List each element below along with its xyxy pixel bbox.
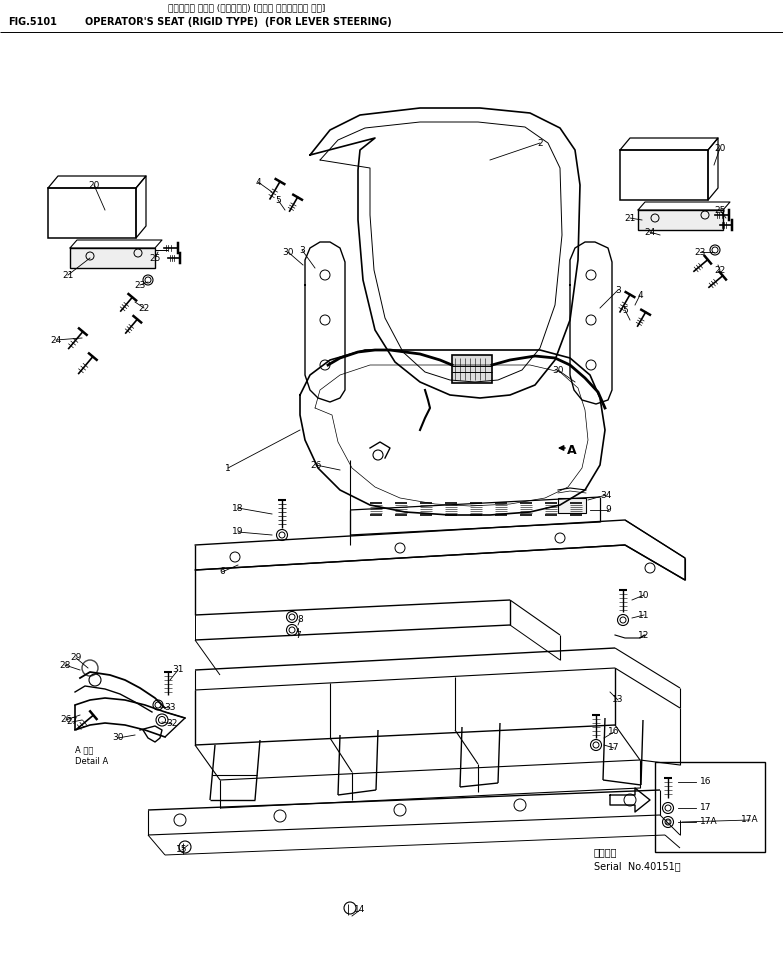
Text: 30: 30 [282,248,294,256]
Text: 25: 25 [714,206,726,214]
Text: 27: 27 [67,718,78,727]
Text: 22: 22 [139,303,150,313]
Text: Detail A: Detail A [75,757,108,767]
Text: 29: 29 [70,654,81,663]
Text: 17: 17 [608,744,620,752]
Text: 33: 33 [164,704,175,712]
Bar [655,762,765,852]
Text: 23: 23 [135,280,146,290]
Text: 20: 20 [714,143,726,153]
Text: 15: 15 [176,845,188,855]
Text: 31: 31 [172,665,184,675]
Text: 17A: 17A [742,815,759,824]
Text: A: A [567,444,576,457]
Text: 5: 5 [622,306,628,315]
Text: FIG.5101: FIG.5101 [8,17,57,27]
Text: 4: 4 [637,291,643,299]
Text: 適用号機: 適用号機 [594,847,618,857]
Text: OPERATOR'S SEAT (RIGID TYPE)  (FOR LEVER STEERING): OPERATOR'S SEAT (RIGID TYPE) (FOR LEVER … [85,17,392,27]
Text: 3: 3 [299,246,305,254]
Text: 26: 26 [60,715,72,725]
Text: 24: 24 [644,228,655,236]
Text: 19: 19 [233,528,244,536]
Text: 32: 32 [166,720,178,728]
Text: 24: 24 [50,336,62,344]
Text: 22: 22 [714,266,726,274]
Text: 20: 20 [88,181,99,189]
Text: 8: 8 [297,616,303,624]
Bar [558,498,586,513]
Text: 4: 4 [255,178,261,186]
Text: 17A: 17A [700,817,718,827]
Text: 23: 23 [695,248,705,256]
Text: 1: 1 [226,464,231,472]
Text: 17: 17 [700,803,712,813]
Text: 34: 34 [601,490,612,499]
Text: 26: 26 [310,461,322,469]
Text: 5: 5 [275,195,281,205]
Bar [48,188,136,238]
Bar [638,210,723,230]
Text: 30: 30 [552,365,564,375]
Text: 14: 14 [355,905,366,915]
Text: 21: 21 [63,271,74,279]
Text: 30: 30 [112,733,124,743]
Text: 18: 18 [233,504,244,512]
Text: 28: 28 [60,661,70,669]
Bar [70,248,155,268]
Text: 16: 16 [608,728,620,736]
Text: 16: 16 [700,777,712,787]
Text: 3: 3 [615,286,621,294]
Bar [620,150,708,200]
Text: 9: 9 [605,506,611,514]
Text: A 詳細: A 詳細 [75,746,93,754]
Text: 13: 13 [612,696,624,705]
Text: 25: 25 [150,253,161,263]
Text: 11: 11 [638,611,650,619]
Text: オペレータ シート (コチイスキ) [レバー ステアリング ヨウ]: オペレータ シート (コチイスキ) [レバー ステアリング ヨウ] [168,4,326,12]
Bar [452,355,492,383]
Text: Serial  No.40151～: Serial No.40151～ [594,861,680,871]
Text: 6: 6 [219,568,225,576]
Text: 2: 2 [537,139,543,147]
Text: 12: 12 [638,631,650,640]
Text: 10: 10 [638,591,650,599]
Text: 21: 21 [624,213,636,223]
Text: 7: 7 [295,631,301,640]
